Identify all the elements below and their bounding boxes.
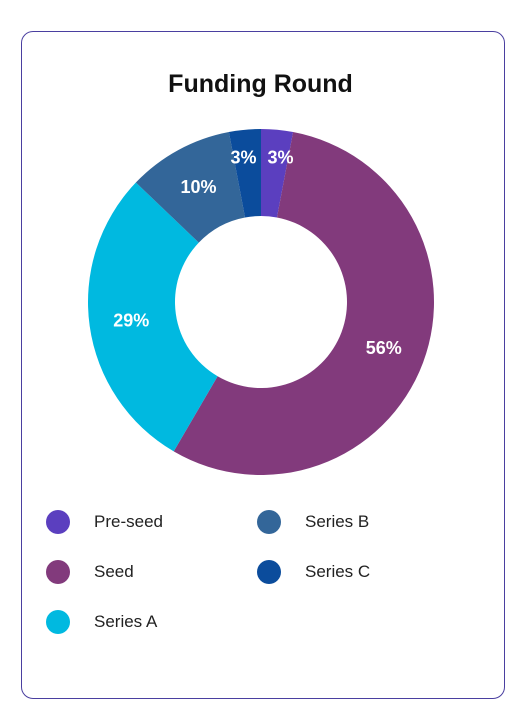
slice-label-series-a: 29%	[113, 310, 149, 330]
legend-item-series-b: Series B	[257, 510, 369, 534]
legend-label: Series A	[94, 612, 158, 631]
legend-label: Seed	[94, 562, 134, 581]
slice-series-c	[228, 129, 261, 218]
legend-swatch	[257, 510, 281, 534]
legend-item-series-a: Series A	[46, 610, 157, 634]
legend-swatch	[46, 560, 70, 584]
legend-item-seed: Seed	[46, 560, 134, 584]
legend-label: Series C	[305, 562, 371, 581]
slice-series-b	[135, 132, 246, 243]
slice-pre-seed	[261, 129, 294, 218]
legend-swatch	[46, 510, 70, 534]
slice-label-series-c: 3%	[230, 148, 256, 168]
legend-swatch	[257, 560, 281, 584]
slice-label-series-b: 10%	[180, 177, 216, 197]
slice-label-pre-seed: 3%	[268, 148, 294, 168]
slice-seed	[173, 132, 435, 476]
legend-item-series-c: Series C	[257, 560, 370, 584]
chart-title: Funding Round	[168, 70, 353, 98]
legend-label: Pre-seed	[94, 512, 163, 531]
legend-label: Series B	[305, 512, 370, 531]
legend-item-pre-seed: Pre-seed	[46, 510, 163, 534]
slice-label-seed: 56%	[366, 338, 402, 358]
legend-swatch	[46, 610, 70, 634]
slice-series-a	[87, 182, 218, 452]
